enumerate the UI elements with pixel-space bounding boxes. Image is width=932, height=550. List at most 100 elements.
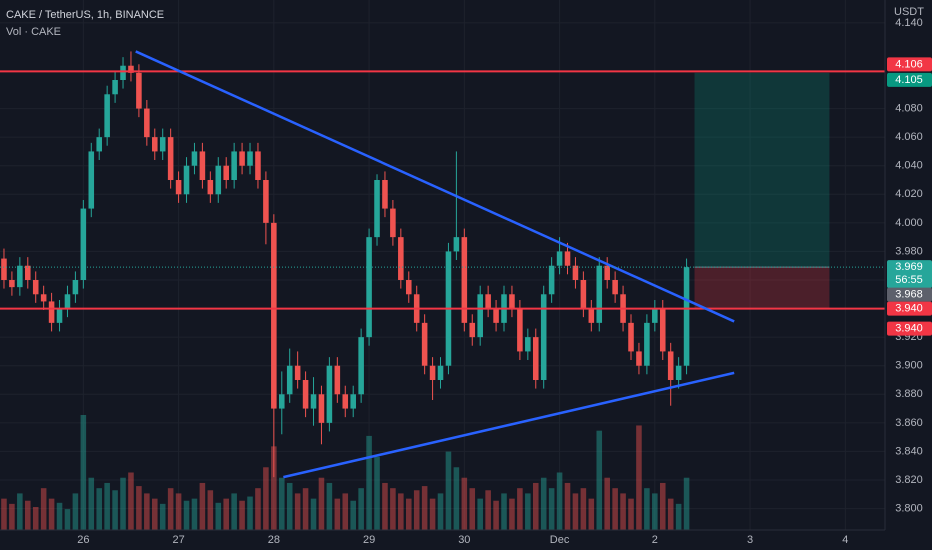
volume-bar [501, 493, 507, 530]
volume-bar [294, 493, 301, 530]
candle-body [40, 294, 47, 302]
candle-body [72, 280, 79, 295]
price-tag-label: 3.940 [895, 302, 923, 314]
volume-bar [398, 493, 404, 530]
y-tick-label: 3.840 [895, 445, 923, 457]
volume-bar [334, 498, 341, 530]
volume-bar [231, 493, 237, 530]
volume-bar [461, 477, 468, 530]
candle-body [532, 337, 539, 380]
y-tick-label: 3.980 [895, 245, 923, 257]
candle-body [56, 308, 63, 323]
candle-body [437, 365, 444, 380]
volume-bar [175, 493, 182, 530]
stop-zone [694, 267, 830, 309]
volume-bar [40, 488, 47, 530]
candle-body [564, 251, 571, 266]
candle-body [247, 151, 253, 166]
candle-body [429, 365, 436, 380]
y-tick-label: 4.060 [895, 131, 923, 143]
candle-body [310, 394, 317, 409]
candle-body [183, 165, 190, 195]
candle-body [9, 280, 15, 288]
price-tag [887, 72, 932, 87]
candle-body [231, 151, 237, 180]
volume-bar [278, 477, 285, 530]
candle-body [556, 251, 563, 266]
subtitle: Vol · CAKE [6, 26, 61, 38]
candle-body [88, 151, 95, 209]
y-tick-label: 4.040 [895, 160, 923, 172]
price-tag [887, 57, 932, 72]
volume-bar [104, 482, 110, 530]
volume-bar [517, 488, 523, 530]
volume-bar [659, 482, 666, 530]
candle-body [223, 165, 229, 180]
volume-bar [72, 493, 79, 530]
x-tick-label: 4 [842, 534, 848, 546]
volume-bar [421, 486, 428, 530]
y-tick-label: 4.000 [895, 217, 923, 229]
y-tick-label: 3.800 [895, 502, 923, 514]
y-tick-label: 4.020 [895, 188, 923, 200]
candle-body [596, 265, 603, 323]
candle-body [294, 365, 301, 380]
candle-body [199, 151, 206, 180]
candle-body [667, 351, 674, 380]
countdown: 56:55 [895, 274, 923, 286]
candle-body [405, 280, 412, 295]
volume-bar [136, 486, 142, 530]
candle-body [675, 365, 682, 380]
candle-body [207, 180, 214, 195]
volume-bar [453, 467, 460, 530]
volume-bar [485, 490, 491, 530]
volume-bar [509, 498, 515, 530]
candle-body [271, 222, 277, 409]
volume-bar [310, 498, 317, 530]
candle-body [334, 365, 341, 395]
x-tick-label: 26 [77, 534, 89, 546]
volume-bar [167, 488, 174, 530]
y-tick-label: 3.880 [895, 388, 923, 400]
candle-body [652, 308, 658, 323]
volume-bar [405, 498, 412, 530]
trend-line [135, 50, 735, 323]
volume-bar [128, 472, 134, 530]
volume-bar [151, 498, 158, 530]
volume-bar [263, 467, 269, 530]
candle-body [382, 180, 388, 209]
volume-bar [628, 498, 634, 530]
x-tick-label: 29 [363, 534, 375, 546]
candle-body [390, 208, 396, 238]
volume-bar [112, 490, 118, 530]
volume-bar [302, 488, 309, 530]
candle-body [167, 137, 174, 180]
candle-body [191, 151, 198, 166]
candle-body [136, 72, 142, 109]
price-tag [887, 260, 932, 289]
candle-body [215, 165, 222, 195]
volume-bar [17, 493, 23, 530]
x-tick-label: 28 [268, 534, 280, 546]
candle-body [263, 180, 269, 223]
volume-bar [636, 425, 642, 530]
candle-body [104, 94, 110, 138]
plot [0, 0, 885, 530]
x-tick-label: 2 [652, 534, 658, 546]
x-tick-label: 3 [747, 534, 753, 546]
volume-bar [580, 488, 587, 530]
volume-bar [604, 477, 610, 530]
volume-bar [199, 482, 206, 530]
candle-body [580, 280, 587, 309]
candle-body [659, 308, 666, 352]
volume-bar [588, 498, 595, 530]
candle-body [159, 137, 166, 152]
volume-bar [390, 488, 396, 530]
volume-bar [572, 493, 579, 530]
volume-bar [342, 493, 349, 530]
candle-body [644, 322, 650, 366]
trend-line [283, 371, 735, 479]
volume-bar [437, 493, 444, 530]
